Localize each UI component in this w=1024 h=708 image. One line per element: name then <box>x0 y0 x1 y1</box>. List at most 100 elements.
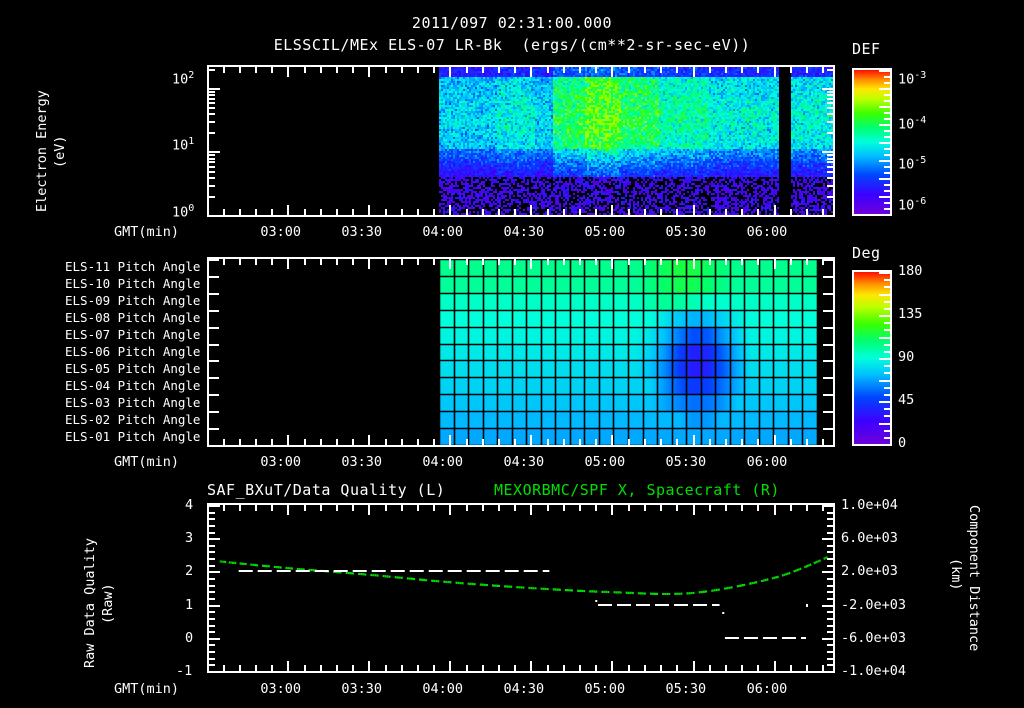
axis-tick <box>449 259 451 269</box>
axis-tick <box>827 618 833 620</box>
axis-tick <box>209 327 219 329</box>
axis-tick <box>741 67 743 73</box>
axis-tick <box>239 439 241 445</box>
axis-tick <box>271 665 273 671</box>
axis-tick <box>433 505 435 511</box>
axis-tick <box>879 444 890 446</box>
axis-tick <box>595 665 597 671</box>
axis-tick <box>628 209 630 215</box>
axis-tick <box>352 209 354 215</box>
axis-tick <box>693 435 695 445</box>
axis-tick <box>823 327 833 329</box>
axis-tick <box>209 545 215 547</box>
axis-tick <box>287 67 289 77</box>
axis-tick <box>563 209 565 215</box>
axis-tick <box>271 439 273 445</box>
axis-tick <box>209 445 219 447</box>
deg-tick-label: 90 <box>898 349 915 365</box>
spectrogram-image <box>209 67 833 215</box>
axis-tick <box>741 209 743 215</box>
axis-tick <box>287 435 289 445</box>
deg-tick-label: 180 <box>898 263 923 279</box>
axis-tick <box>741 505 743 511</box>
axis-tick <box>879 160 890 162</box>
axis-tick <box>449 661 451 671</box>
axis-tick <box>827 532 833 534</box>
axis-tick <box>255 259 257 265</box>
pitch-angle-row-label: ELS-02 Pitch Angle <box>65 411 201 427</box>
spectrogram-x-axis-label: GMT(min) <box>114 224 180 240</box>
x-tick-label: 05:00 <box>584 224 626 240</box>
axis-tick <box>209 428 219 430</box>
axis-tick <box>822 505 824 511</box>
axis-tick <box>660 209 662 215</box>
axis-tick <box>417 259 419 265</box>
axis-tick <box>879 142 890 144</box>
axis-tick <box>433 665 435 671</box>
x-tick-label: 05:30 <box>665 681 707 697</box>
axis-tick <box>884 184 890 186</box>
axis-tick <box>320 439 322 445</box>
axis-tick <box>595 67 597 73</box>
axis-tick <box>644 259 646 265</box>
axis-tick <box>611 259 613 269</box>
axis-tick <box>352 259 354 265</box>
axis-tick <box>757 259 759 265</box>
axis-tick <box>644 665 646 671</box>
def-tick-1e-4: 10-4 <box>898 115 927 133</box>
timeseries-title-right: MEXORBMC/SPF X, Spacecraft (R) <box>494 481 780 499</box>
axis-tick <box>255 67 257 73</box>
axis-tick <box>209 591 215 593</box>
axis-tick <box>482 209 484 215</box>
axis-tick <box>209 310 219 312</box>
axis-tick <box>879 337 890 339</box>
axis-tick <box>385 665 387 671</box>
axis-tick <box>806 439 808 445</box>
axis-tick <box>827 113 833 115</box>
axis-tick <box>611 67 613 77</box>
axis-tick <box>209 88 220 90</box>
axis-tick <box>884 408 890 410</box>
axis-tick <box>482 505 484 511</box>
deg-colorbar-title: Deg <box>852 244 881 262</box>
deg-colorbar-frame <box>852 270 892 446</box>
axis-tick <box>879 423 890 425</box>
axis-tick <box>790 67 792 73</box>
x-tick-label: 03:00 <box>260 681 301 697</box>
spectrogram-y-axis-label: Electron Energy <box>34 90 50 212</box>
axis-tick <box>547 505 549 511</box>
x-tick-label: 05:30 <box>665 224 707 240</box>
axis-tick <box>884 286 890 288</box>
axis-tick <box>223 439 225 445</box>
axis-tick <box>209 121 215 123</box>
axis-tick <box>209 532 215 534</box>
axis-tick <box>579 665 581 671</box>
axis-tick <box>884 351 890 353</box>
axis-tick <box>498 505 500 511</box>
axis-tick <box>822 215 833 217</box>
axis-tick <box>223 209 225 215</box>
right-tick-label: -6.0e+03 <box>841 629 907 646</box>
axis-tick <box>827 161 833 163</box>
axis-tick <box>822 67 824 73</box>
axis-tick <box>498 665 500 671</box>
axis-tick <box>884 208 890 210</box>
axis-tick <box>822 571 833 573</box>
axis-tick <box>823 428 833 430</box>
axis-tick <box>239 665 241 671</box>
axis-tick <box>879 106 890 108</box>
axis-tick <box>271 259 273 265</box>
axis-tick <box>827 644 833 646</box>
timeseries-plot-image <box>209 505 833 671</box>
axis-tick <box>806 209 808 215</box>
axis-tick <box>466 665 468 671</box>
pitch-angle-row-label: ELS-05 Pitch Angle <box>65 360 201 376</box>
axis-tick <box>827 102 833 104</box>
axis-tick <box>693 259 695 269</box>
axis-tick <box>884 322 890 324</box>
x-tick-label: 03:30 <box>341 224 383 240</box>
axis-tick <box>336 67 338 73</box>
axis-tick <box>611 435 613 445</box>
axis-tick <box>449 435 451 445</box>
